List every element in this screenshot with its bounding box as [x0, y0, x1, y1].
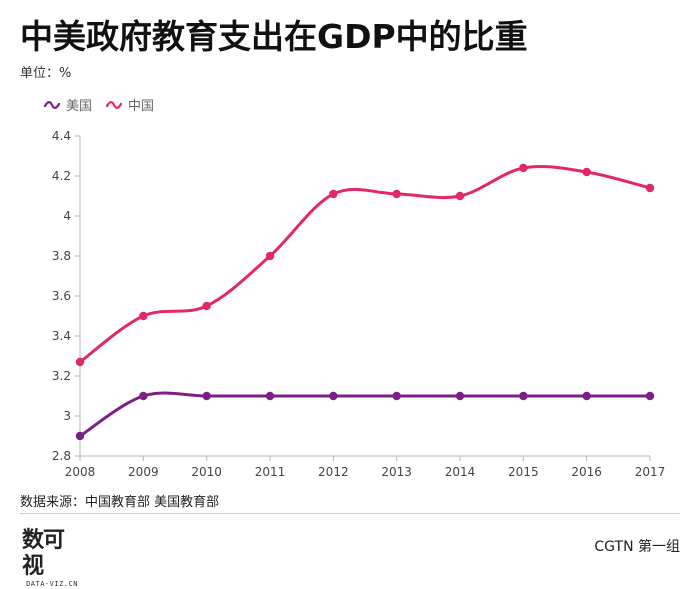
line-chart: 2.8 3 3.2 3.4 3.6 3.8 4 4.2 4.4 2008 2009 2010 2011 2…: [52, 129, 666, 479]
y-tick-label: 3: [63, 409, 71, 423]
legend-swatch-us: [44, 100, 60, 109]
data-point-china: [582, 167, 591, 177]
data-point-china: [519, 163, 528, 173]
data-point-china: [265, 251, 275, 261]
legend-item-china: 中国: [106, 95, 154, 114]
x-tick-label: 2009: [128, 465, 159, 479]
y-tick-label: 4.4: [52, 129, 71, 143]
logo-subtitle: DATA-VIZ.CN: [26, 580, 78, 588]
data-point-us: [582, 391, 591, 401]
data-point-china: [139, 311, 148, 321]
data-point-china: [202, 301, 211, 311]
legend: 美国 中国: [44, 95, 154, 114]
data-point-us: [75, 431, 85, 441]
series-line-us: [78, 391, 652, 438]
legend-label-china: 中国: [128, 99, 155, 114]
chart-title: 中美政府教育支出在GDP中的比重: [20, 17, 528, 56]
data-point-us: [519, 391, 528, 401]
x-tick-label: 2017: [635, 465, 666, 479]
data-point-us: [329, 391, 338, 401]
legend-label-us: 美国: [66, 99, 93, 114]
data-point-china: [645, 183, 655, 193]
y-tick-label: 3.2: [52, 369, 71, 383]
x-tick-label: 2014: [445, 465, 476, 479]
data-point-us: [139, 391, 148, 401]
x-tick-label: 2011: [255, 465, 286, 479]
series-line-china: [78, 165, 652, 364]
data-point-us: [455, 391, 465, 401]
unit-label: 单位：%: [20, 66, 72, 81]
x-tick-label: 2013: [381, 465, 412, 479]
x-tick-label: 2016: [571, 465, 602, 479]
logo-mark: 数可视: [22, 527, 65, 579]
brand-label: CGTN 第一组: [594, 539, 680, 555]
data-point-us: [645, 391, 655, 401]
data-point-china: [455, 191, 465, 201]
footer-divider: [20, 513, 680, 514]
data-point-us: [265, 391, 275, 401]
data-point-china: [392, 189, 401, 199]
data-point-china: [75, 357, 85, 367]
data-point-us: [392, 391, 401, 401]
y-tick-label: 2.8: [52, 449, 71, 463]
data-point-china: [329, 189, 338, 199]
source-note: 数据来源：中国教育部 美国教育部: [20, 495, 220, 510]
x-tick-label: 2012: [318, 465, 349, 479]
legend-swatch-china: [106, 100, 123, 109]
y-tick-label: 3.8: [52, 249, 71, 263]
x-tick-label: 2010: [191, 465, 222, 479]
y-tick-label: 3.4: [52, 329, 71, 343]
x-tick-label: 2015: [508, 465, 539, 479]
data-point-us: [202, 391, 211, 401]
y-tick-label: 3.6: [52, 289, 71, 303]
x-tick-label: 2008: [65, 465, 96, 479]
datavis-logo: 数可视 DATA-VIZ.CN: [22, 527, 82, 588]
y-tick-label: 4.2: [52, 169, 71, 183]
y-tick-label: 4: [63, 209, 71, 223]
legend-item-us: 美国: [44, 95, 92, 114]
